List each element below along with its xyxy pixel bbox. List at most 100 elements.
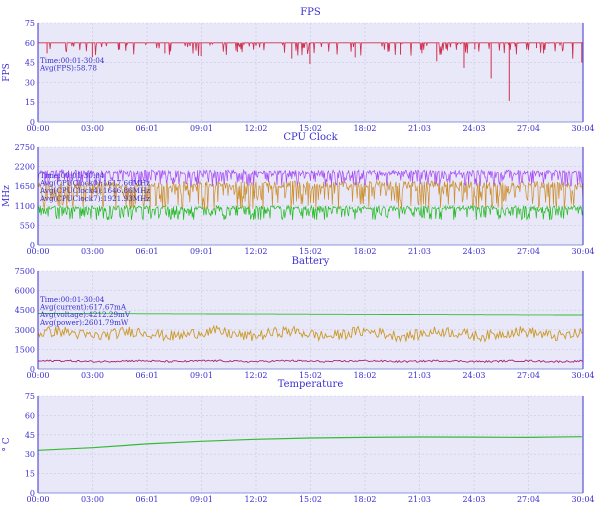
annotation-text: Time:00:01-30:04 (40, 56, 105, 65)
chart-title: CPU Clock (283, 132, 338, 143)
x-tick-label: 09:01 (190, 124, 213, 133)
x-tick-label: 15:02 (299, 124, 322, 133)
x-tick-label: 12:02 (244, 371, 267, 380)
y-tick-label: 6000 (15, 287, 35, 296)
x-tick-label: 06:01 (135, 371, 158, 380)
x-tick-label: 27:04 (517, 247, 540, 256)
chart-title: FPS (300, 7, 321, 18)
annotation-text: Avg(CPUClock4):1646.86MHz (39, 186, 150, 195)
x-tick-label: 03:00 (81, 124, 104, 133)
y-tick-label: 30 (25, 450, 35, 459)
series-line-voltage (38, 313, 583, 316)
series-line-temperature (38, 436, 582, 451)
y-tick-label: 550 (20, 221, 35, 230)
y-tick-label: 1100 (15, 202, 35, 211)
annotation-text: Avg(FPS):58.78 (39, 64, 97, 73)
chart-0: 0 15 30 45 60 75 00:00 03:00 06:01 09:01 12:02 15:0… (2, 7, 595, 133)
x-tick-label: 00:00 (26, 124, 49, 133)
x-tick-label: 06:01 (135, 247, 158, 256)
series-line-cpuclock7 (38, 168, 583, 187)
chart-title: Battery (292, 256, 330, 267)
annotation-text: Avg(CPUClock7):1921.93MHz (39, 194, 150, 203)
x-tick-label: 00:00 (26, 247, 49, 256)
y-tick-label: 0 (30, 489, 35, 498)
y-tick-label: 2750 (15, 143, 35, 152)
y-tick-label: 3000 (15, 326, 35, 335)
x-tick-label: 18:02 (353, 247, 376, 256)
chart-3: 0 15 30 45 60 75 00:00 03:00 06:01 09:01 12:02 15:0… (2, 379, 595, 504)
x-tick-label: 27:04 (517, 495, 540, 504)
x-tick-label: 21:03 (408, 371, 431, 380)
x-tick-label: 21:03 (408, 495, 431, 504)
y-tick-label: 60 (25, 411, 35, 420)
x-tick-label: 27:04 (517, 124, 540, 133)
y-tick-label: 0 (30, 118, 35, 127)
x-tick-label: 24:03 (462, 124, 485, 133)
x-tick-label: 06:01 (135, 495, 158, 504)
y-axis-label: FPS (2, 63, 12, 81)
x-tick-label: 30:04 (571, 124, 594, 133)
x-tick-label: 15:02 (299, 371, 322, 380)
x-tick-label: 03:00 (81, 371, 104, 380)
series-line-current (38, 359, 583, 364)
x-tick-label: 03:00 (81, 247, 104, 256)
x-tick-label: 15:02 (299, 247, 322, 256)
x-tick-label: 21:03 (408, 124, 431, 133)
x-tick-label: 18:02 (353, 371, 376, 380)
x-tick-label: 09:01 (190, 495, 213, 504)
chart-2: 0 1500 3000 4500 6000 7500 00:00 03:00 06:01 09:0… (15, 256, 595, 380)
annotation-text: Avg(CPUClock0):1617.66MHz (39, 179, 150, 188)
x-tick-label: 18:02 (353, 124, 376, 133)
annotation-text: Time:00:01-30:04 (40, 295, 105, 304)
y-tick-label: 15 (25, 470, 35, 479)
series-group (38, 313, 583, 364)
x-tick-label: 24:03 (462, 371, 485, 380)
x-tick-label: 24:03 (462, 495, 485, 504)
series-group (38, 436, 582, 451)
y-tick-label: 2200 (15, 163, 35, 172)
x-tick-label: 30:04 (571, 247, 594, 256)
x-tick-label: 00:00 (26, 371, 49, 380)
chart-1: 0 550 1100 1650 2200 2750 00:00 03:00 06:01 09:01… (2, 132, 595, 256)
annotation-text: Avg(current):617.67mA (39, 303, 127, 312)
x-tick-label: 00:00 (26, 495, 49, 504)
x-tick-label: 24:03 (462, 247, 485, 256)
y-tick-label: 4500 (15, 306, 35, 315)
annotation-text: Avg(power):2601.79mW (39, 318, 129, 327)
x-tick-label: 12:02 (244, 247, 267, 256)
y-tick-label: 60 (25, 39, 35, 48)
y-tick-label: 15 (25, 98, 35, 107)
annotation-text: Time:00:01-30:04 (40, 171, 105, 180)
x-tick-label: 27:04 (517, 371, 540, 380)
y-tick-label: 45 (25, 59, 35, 68)
y-axis-label: ° C (2, 437, 12, 451)
x-tick-label: 30:04 (571, 371, 594, 380)
y-tick-label: 30 (25, 78, 35, 87)
y-tick-label: 1650 (15, 182, 35, 191)
annotation-text: Avg(voltage):4212.29mV (39, 310, 131, 319)
x-tick-label: 06:01 (135, 124, 158, 133)
series-group (38, 168, 583, 221)
chart-title: Temperature (278, 379, 344, 390)
x-tick-label: 03:00 (81, 495, 104, 504)
series-line-cpuclock0 (38, 204, 583, 221)
x-tick-label: 09:01 (190, 247, 213, 256)
x-tick-label: 09:01 (190, 371, 213, 380)
x-tick-label: 12:02 (244, 124, 267, 133)
y-tick-label: 45 (25, 431, 35, 440)
y-tick-label: 0 (30, 365, 35, 374)
series-line-fps (38, 41, 583, 56)
series-line-cpuclock4 (38, 179, 583, 210)
series-line-power (38, 324, 583, 343)
series-group (38, 41, 583, 101)
x-tick-label: 15:02 (299, 495, 322, 504)
x-tick-label: 21:03 (408, 247, 431, 256)
y-tick-label: 75 (25, 392, 35, 401)
y-tick-label: 1500 (15, 345, 35, 354)
y-tick-label: 7500 (15, 267, 35, 276)
x-tick-label: 12:02 (244, 495, 267, 504)
y-tick-label: 75 (25, 19, 35, 28)
x-tick-label: 30:04 (571, 495, 594, 504)
